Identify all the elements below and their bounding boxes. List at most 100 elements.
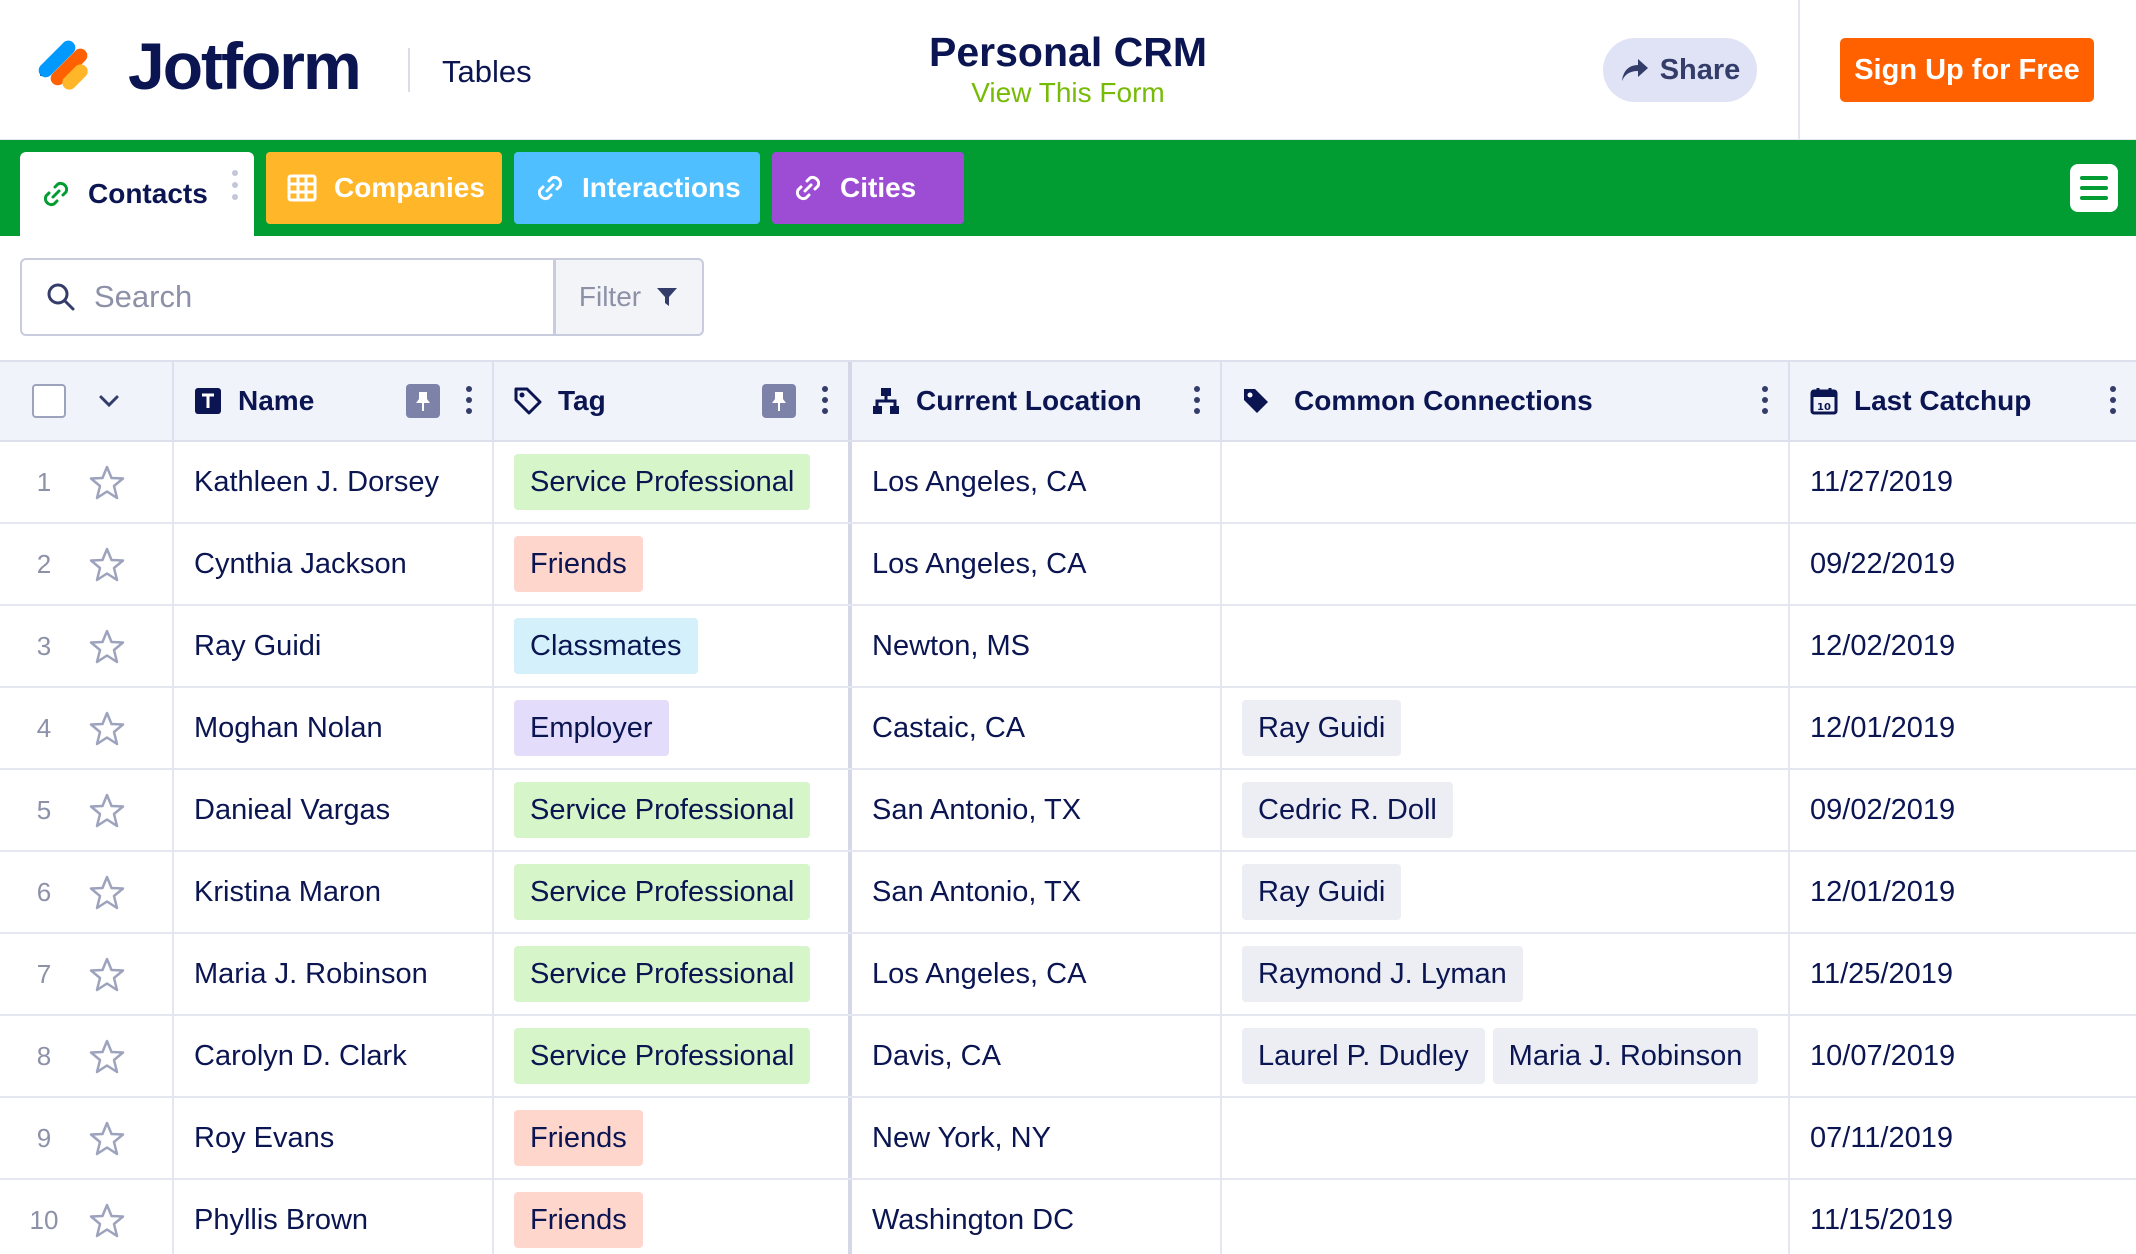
tab-interactions[interactable]: Interactions <box>514 152 760 224</box>
column-options-icon[interactable] <box>2110 386 2116 414</box>
location-cell[interactable]: Los Angeles, CA <box>852 934 1222 1014</box>
connection-chip[interactable]: Raymond J. Lyman <box>1242 946 1523 1002</box>
star-icon[interactable] <box>88 1120 126 1163</box>
column-options-icon[interactable] <box>1762 386 1768 414</box>
tag-cell[interactable]: Classmates <box>494 606 852 686</box>
tag-cell[interactable]: Friends <box>494 1098 852 1178</box>
signup-button[interactable]: Sign Up for Free <box>1840 38 2094 102</box>
table-row[interactable]: 4 Moghan Nolan Employer Castaic, CA Ray Guid… <box>0 688 2136 770</box>
location-cell[interactable]: Los Angeles, CA <box>852 524 1222 604</box>
last-catchup-cell[interactable]: 10/07/2019 <box>1790 1016 2136 1096</box>
connection-chip[interactable]: Laurel P. Dudley <box>1242 1028 1485 1084</box>
star-icon[interactable] <box>88 710 126 753</box>
location-cell[interactable]: San Antonio, TX <box>852 770 1222 850</box>
tag-cell[interactable]: Friends <box>494 1180 852 1254</box>
star-icon[interactable] <box>88 546 126 589</box>
filter-button[interactable]: Filter <box>554 258 704 336</box>
table-row[interactable]: 5 Danieal Vargas Service Professional San A… <box>0 770 2136 852</box>
row-select-cell[interactable]: 6 <box>0 852 174 932</box>
connections-cell[interactable]: Laurel P. Dudley Maria J. Robinson <box>1222 1016 1790 1096</box>
tag-cell[interactable]: Service Professional <box>494 852 852 932</box>
column-header-connections[interactable]: Common Connections <box>1222 362 1790 440</box>
name-cell[interactable]: Kathleen J. Dorsey <box>174 442 494 522</box>
star-icon[interactable] <box>88 1038 126 1081</box>
last-catchup-cell[interactable]: 09/22/2019 <box>1790 524 2136 604</box>
location-cell[interactable]: Newton, MS <box>852 606 1222 686</box>
star-icon[interactable] <box>88 464 126 507</box>
name-cell[interactable]: Maria J. Robinson <box>174 934 494 1014</box>
location-cell[interactable]: Castaic, CA <box>852 688 1222 768</box>
location-cell[interactable]: San Antonio, TX <box>852 852 1222 932</box>
row-select-cell[interactable]: 2 <box>0 524 174 604</box>
name-cell[interactable]: Carolyn D. Clark <box>174 1016 494 1096</box>
connection-chip[interactable]: Ray Guidi <box>1242 864 1402 920</box>
connection-chip[interactable]: Ray Guidi <box>1242 700 1402 756</box>
row-select-cell[interactable]: 4 <box>0 688 174 768</box>
name-cell[interactable]: Danieal Vargas <box>174 770 494 850</box>
column-options-icon[interactable] <box>466 386 472 414</box>
table-row[interactable]: 2 Cynthia Jackson Friends Los Angeles, CA 09… <box>0 524 2136 606</box>
share-button[interactable]: Share <box>1603 38 1757 102</box>
last-catchup-cell[interactable]: 09/02/2019 <box>1790 770 2136 850</box>
connections-cell[interactable] <box>1222 1098 1790 1178</box>
name-cell[interactable]: Moghan Nolan <box>174 688 494 768</box>
star-icon[interactable] <box>88 1202 126 1245</box>
location-cell[interactable]: New York, NY <box>852 1098 1222 1178</box>
jotform-logo-icon[interactable] <box>38 32 102 96</box>
connection-chip[interactable]: Maria J. Robinson <box>1492 1028 1759 1084</box>
name-cell[interactable]: Ray Guidi <box>174 606 494 686</box>
connections-cell[interactable] <box>1222 442 1790 522</box>
tag-cell[interactable]: Employer <box>494 688 852 768</box>
connections-cell[interactable]: Ray Guidi <box>1222 852 1790 932</box>
brand-name[interactable]: Jotform <box>128 29 362 103</box>
table-row[interactable]: 1 Kathleen J. Dorsey Service Professional L… <box>0 442 2136 524</box>
tag-cell[interactable]: Service Professional <box>494 1016 852 1096</box>
star-icon[interactable] <box>88 628 126 671</box>
last-catchup-cell[interactable]: 11/15/2019 <box>1790 1180 2136 1254</box>
tag-cell[interactable]: Service Professional <box>494 770 852 850</box>
column-options-icon[interactable] <box>1194 386 1200 414</box>
tag-cell[interactable]: Service Professional <box>494 934 852 1014</box>
connections-cell[interactable]: Ray Guidi <box>1222 688 1790 768</box>
connections-cell[interactable]: Raymond J. Lyman <box>1222 934 1790 1014</box>
star-icon[interactable] <box>88 792 126 835</box>
table-row[interactable]: 8 Carolyn D. Clark Service Professional Dav… <box>0 1016 2136 1098</box>
table-row[interactable]: 7 Maria J. Robinson Service Professional Lo… <box>0 934 2136 1016</box>
last-catchup-cell[interactable]: 11/25/2019 <box>1790 934 2136 1014</box>
row-select-cell[interactable]: 3 <box>0 606 174 686</box>
location-cell[interactable]: Davis, CA <box>852 1016 1222 1096</box>
product-name[interactable]: Tables <box>442 54 532 89</box>
connection-chip[interactable]: Cedric R. Doll <box>1242 782 1453 838</box>
tab-contacts[interactable]: Contacts <box>20 152 254 236</box>
pin-icon[interactable] <box>406 384 440 418</box>
hamburger-menu-icon[interactable] <box>2070 164 2118 212</box>
connections-cell[interactable] <box>1222 524 1790 604</box>
name-cell[interactable]: Kristina Maron <box>174 852 494 932</box>
tab-companies[interactable]: Companies <box>266 152 502 224</box>
row-select-cell[interactable]: 7 <box>0 934 174 1014</box>
location-cell[interactable]: Los Angeles, CA <box>852 442 1222 522</box>
row-select-cell[interactable]: 8 <box>0 1016 174 1096</box>
column-header-tag[interactable]: Tag <box>494 362 852 440</box>
tag-cell[interactable]: Service Professional <box>494 442 852 522</box>
table-row[interactable]: 9 Roy Evans Friends New York, NY 07/11/2019 <box>0 1098 2136 1180</box>
row-select-cell[interactable]: 5 <box>0 770 174 850</box>
row-select-cell[interactable]: 1 <box>0 442 174 522</box>
view-form-link[interactable]: View This Form <box>971 77 1165 108</box>
last-catchup-cell[interactable]: 12/02/2019 <box>1790 606 2136 686</box>
table-row[interactable]: 10 Phyllis Brown Friends Washington DC 11/15… <box>0 1180 2136 1254</box>
last-catchup-cell[interactable]: 12/01/2019 <box>1790 688 2136 768</box>
tab-cities[interactable]: Cities <box>772 152 964 224</box>
pin-icon[interactable] <box>762 384 796 418</box>
column-options-icon[interactable] <box>822 386 828 414</box>
star-icon[interactable] <box>88 956 126 999</box>
connections-cell[interactable] <box>1222 606 1790 686</box>
connections-cell[interactable]: Cedric R. Doll <box>1222 770 1790 850</box>
last-catchup-cell[interactable]: 12/01/2019 <box>1790 852 2136 932</box>
name-cell[interactable]: Cynthia Jackson <box>174 524 494 604</box>
row-select-cell[interactable]: 10 <box>0 1180 174 1254</box>
location-cell[interactable]: Washington DC <box>852 1180 1222 1254</box>
last-catchup-cell[interactable]: 07/11/2019 <box>1790 1098 2136 1178</box>
name-cell[interactable]: Phyllis Brown <box>174 1180 494 1254</box>
table-row[interactable]: 3 Ray Guidi Classmates Newton, MS 12/02/2019 <box>0 606 2136 688</box>
